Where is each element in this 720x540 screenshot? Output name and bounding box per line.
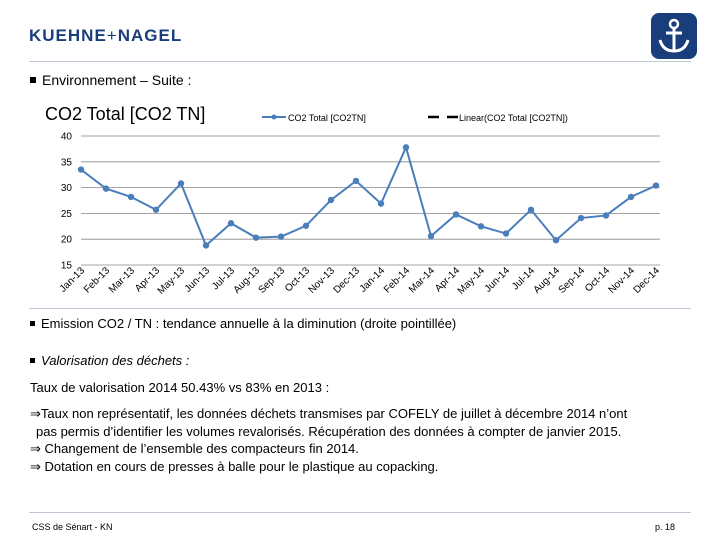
bullet-square: [30, 77, 36, 83]
data-point: [102, 185, 110, 192]
data-point: [127, 193, 135, 201]
x-tick-label: Sep-13: [257, 265, 288, 296]
waste-point-3-text: Dotation en cours de presses à balle pou…: [44, 459, 439, 474]
waste-point-1: ⇒Taux non représentatif, les données déc…: [30, 406, 627, 422]
legend-trend-label: Linear(CO2 Total [CO2TN]): [459, 113, 568, 123]
data-point: [527, 206, 535, 213]
x-tick-label: Mar-13: [107, 265, 137, 295]
legend-series-marker: [271, 114, 277, 120]
data-point: [552, 237, 560, 244]
bullet-square: [30, 358, 35, 363]
data-point: [352, 177, 360, 185]
trend-note: Emission CO2 / TN : tendance annuelle à …: [30, 316, 456, 331]
data-point: [252, 234, 260, 241]
co2-line-chart: 152025303540Jan-13Feb-13Mar-13Apr-13May-…: [58, 113, 663, 297]
data-point: [302, 222, 310, 229]
data-point: [477, 223, 485, 230]
x-tick-label: Nov-14: [607, 265, 638, 296]
x-tick-label: Aug-13: [232, 265, 263, 296]
page-number: p. 18: [655, 522, 676, 532]
data-point: [602, 212, 610, 219]
waste-subtitle-text: Valorisation des déchets :: [41, 353, 190, 368]
y-tick-label: 15: [61, 261, 73, 272]
data-point: [177, 180, 185, 187]
waste-point-3: ⇒ Dotation en cours de presses à balle p…: [30, 459, 438, 475]
x-tick-label: May-14: [456, 265, 488, 297]
waste-rate: Taux de valorisation 2014 50.43% vs 83% …: [30, 380, 330, 395]
x-tick-label: Jun-14: [483, 265, 513, 295]
arrow-icon: ⇒: [30, 406, 41, 421]
logo-left-text: KUEHNE: [29, 26, 107, 45]
trend-note-text: Emission CO2 / TN : tendance annuelle à …: [41, 316, 457, 331]
x-tick-label: Mar-14: [407, 265, 437, 295]
data-point: [77, 166, 85, 173]
section-title: Environnement – Suite :: [30, 72, 191, 88]
data-point: [202, 242, 210, 249]
data-point: [577, 214, 585, 222]
data-point: [277, 233, 285, 240]
x-tick-label: Feb-14: [382, 265, 412, 295]
data-point: [452, 211, 460, 218]
anchor-icon: [658, 18, 690, 53]
kuehne-nagel-logo: KUEHNE+NAGEL: [29, 26, 182, 46]
x-tick-label: Dec-14: [632, 265, 663, 296]
logo-plus: +: [106, 26, 118, 45]
x-tick-label: Jun-13: [183, 265, 213, 295]
data-point: [152, 206, 160, 213]
waste-subtitle: Valorisation des déchets :: [30, 353, 189, 368]
data-point: [327, 196, 335, 204]
arrow-icon: ⇒: [30, 459, 41, 474]
legend-series-label: CO2 Total [CO2TN]: [288, 113, 366, 123]
x-tick-label: Nov-13: [307, 265, 338, 296]
data-point: [402, 144, 410, 151]
x-tick-label: Sep-14: [557, 265, 588, 296]
data-point: [502, 230, 510, 237]
x-tick-label: Jan-14: [358, 265, 388, 295]
y-tick-label: 25: [61, 209, 73, 220]
waste-point-2: ⇒ Changement de l’ensemble des compacteu…: [30, 441, 359, 457]
y-tick-label: 30: [61, 183, 73, 194]
y-tick-label: 40: [61, 132, 73, 143]
y-tick-label: 20: [61, 235, 73, 246]
footer-rule: [29, 512, 691, 513]
waste-point-1-line-1: Taux non représentatif, les données déch…: [40, 406, 628, 421]
footer-site: CSS de Sénart - KN: [32, 522, 113, 532]
chart-title: CO2 Total [CO2 TN]: [45, 104, 206, 124]
data-point: [427, 232, 435, 240]
co2-series-line: [80, 144, 657, 248]
x-tick-label: Aug-14: [532, 265, 563, 296]
section-title-text: Environnement – Suite :: [42, 72, 192, 88]
arrow-icon: ⇒: [30, 441, 41, 456]
x-tick-label: May-13: [156, 265, 188, 297]
header-rule: [29, 61, 691, 62]
bullet-square: [30, 321, 35, 326]
data-point: [627, 193, 635, 201]
x-tick-label: Dec-13: [332, 265, 363, 296]
logo-right-text: NAGEL: [117, 26, 183, 45]
waste-point-1-cont: pas permis d’identifier les volumes reva…: [36, 424, 622, 439]
x-tick-label: Feb-13: [82, 265, 112, 295]
data-point: [652, 182, 660, 189]
anchor-logo-badge: [651, 13, 697, 59]
y-tick-label: 35: [61, 157, 73, 168]
data-point: [377, 200, 385, 207]
waste-point-2-text: Changement de l’ensemble des compacteurs…: [44, 441, 359, 456]
chart-bottom-rule: [29, 308, 691, 309]
data-point: [227, 220, 235, 227]
